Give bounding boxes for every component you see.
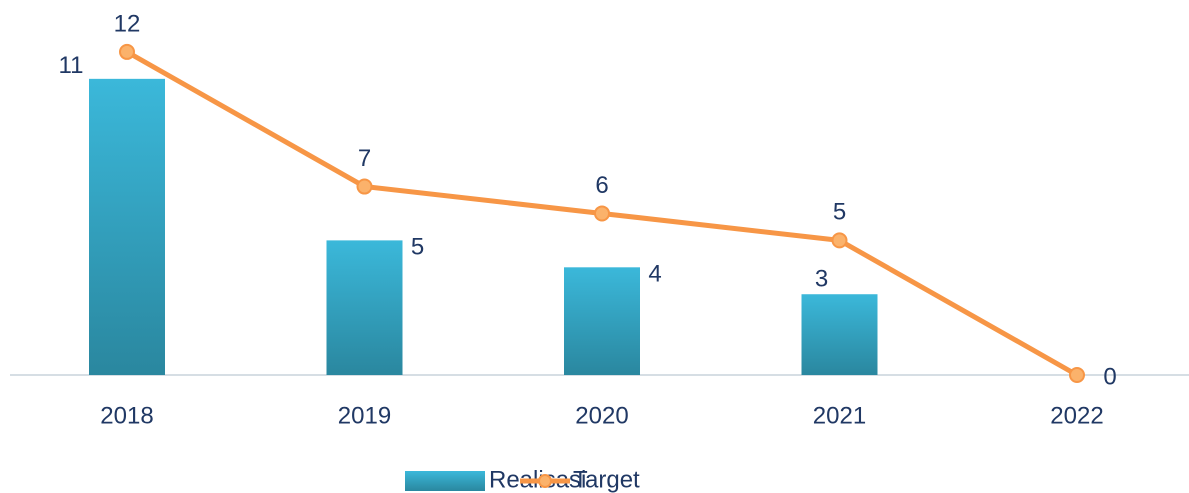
line-marker: [594, 205, 610, 222]
bar: [326, 240, 403, 375]
x-tick-label: 2019: [338, 402, 391, 429]
data-label: 6: [595, 172, 608, 199]
bar: [89, 78, 165, 375]
data-label: 11: [59, 52, 84, 79]
legend-label: Target: [573, 466, 640, 493]
x-tick-label: 2021: [813, 402, 866, 429]
line-marker: [831, 232, 848, 249]
data-label: 12: [114, 10, 141, 37]
x-tick-label: 2018: [100, 402, 153, 429]
bar: [564, 267, 640, 375]
data-label: 7: [358, 145, 371, 172]
data-label: 0: [1103, 363, 1116, 390]
data-label: 5: [833, 199, 846, 226]
data-label: 3: [815, 266, 828, 293]
x-tick-label: 2020: [575, 402, 628, 429]
legend-swatch: [405, 471, 485, 491]
line-marker: [119, 43, 135, 60]
line-marker: [356, 178, 373, 195]
legend-marker: [538, 474, 552, 488]
data-label: 5: [411, 234, 424, 261]
line-marker: [1069, 367, 1085, 383]
bar: [801, 294, 878, 375]
x-tick-label: 2022: [1050, 402, 1103, 429]
data-label: 4: [648, 261, 661, 288]
